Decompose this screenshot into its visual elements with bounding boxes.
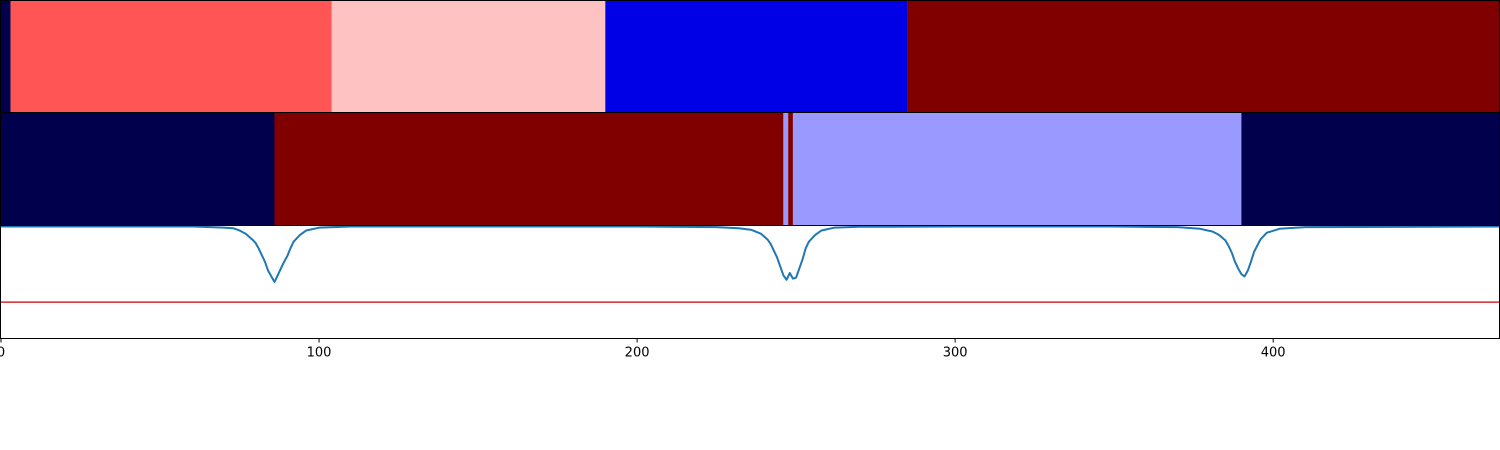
segment-0-4 <box>907 1 1499 112</box>
x-tick-label: 200 <box>625 346 650 361</box>
x-tick-label: 100 <box>307 346 332 361</box>
x-axis: 0 100 200 300 400 <box>0 338 1286 361</box>
segment-panel-middle <box>0 112 1500 226</box>
segment-0-1 <box>10 1 332 112</box>
x-tick-label: 300 <box>943 346 968 361</box>
segment-panel-top <box>0 0 1500 113</box>
line-panel-frame <box>0 225 1500 339</box>
x-tick-label: 0 <box>0 346 5 361</box>
segment-1-3 <box>788 113 793 225</box>
segment-0-0 <box>1 1 11 112</box>
segment-1-1 <box>274 113 784 225</box>
segment-1-2 <box>783 113 789 225</box>
segment-0-3 <box>605 1 908 112</box>
segment-1-4 <box>792 113 1242 225</box>
line-panel <box>0 225 1500 339</box>
segment-1-5 <box>1241 113 1499 225</box>
segment-1-0 <box>1 113 275 225</box>
segment-0-2 <box>331 1 606 112</box>
x-tick-label: 400 <box>1261 346 1286 361</box>
series-line <box>1 225 1500 283</box>
